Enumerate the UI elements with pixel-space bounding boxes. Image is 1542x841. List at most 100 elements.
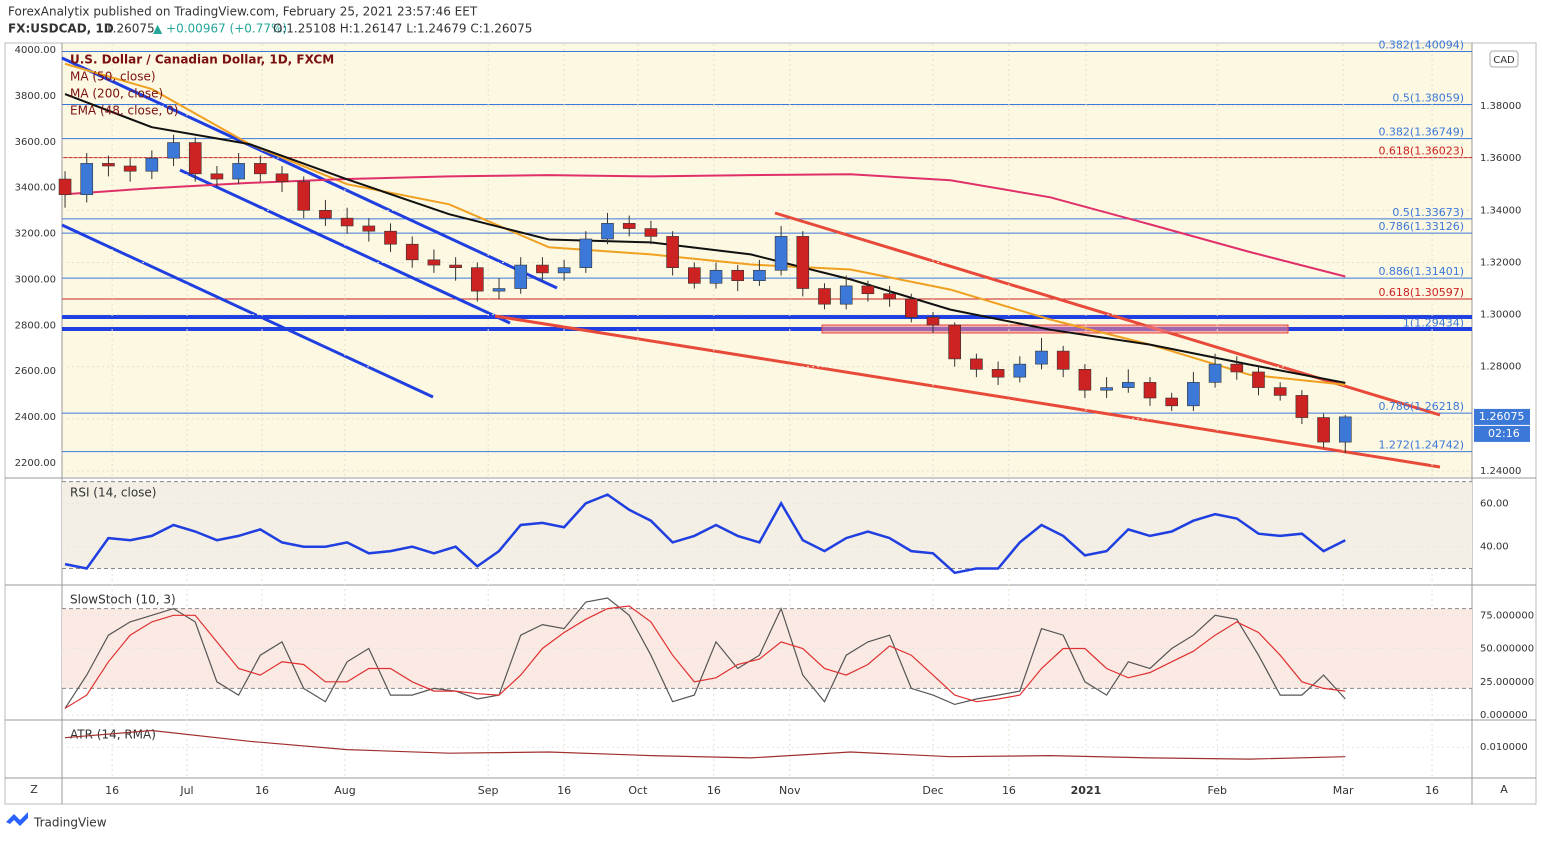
candle-body xyxy=(948,324,961,360)
y-tick-label: 1.24000 xyxy=(1480,466,1521,477)
x-tick-label: Jul xyxy=(179,784,193,797)
legend-entry: MA (50, close) xyxy=(70,70,156,84)
panel-title: ATR (14, RMA) xyxy=(70,728,156,742)
candle-body xyxy=(449,264,462,268)
candle-body xyxy=(362,225,376,232)
candle-body xyxy=(1338,416,1352,443)
candle-body xyxy=(991,369,1005,378)
fib-label: 0.786(1.33126) xyxy=(1378,220,1464,233)
x-tick-label: 16 xyxy=(1002,784,1016,797)
candle-body xyxy=(427,259,441,266)
candle-body xyxy=(254,163,267,175)
candle-body xyxy=(688,267,701,284)
candle-body xyxy=(210,173,224,180)
candle-body xyxy=(1208,363,1222,383)
candle-body xyxy=(774,236,788,271)
candle-body xyxy=(471,267,484,292)
candle-body xyxy=(492,288,506,292)
candle-body xyxy=(167,142,180,159)
brand: TradingView xyxy=(33,816,107,830)
ohlc: O:1.25108 H:1.26147 L:1.24679 C:1.26075 xyxy=(273,22,532,36)
candle-body xyxy=(1187,382,1200,407)
candle-body xyxy=(1035,350,1048,365)
candle-body xyxy=(904,298,918,318)
candle-body xyxy=(188,142,202,175)
currency-box xyxy=(1489,50,1519,68)
candle-body xyxy=(1100,387,1113,391)
candle-body xyxy=(557,267,571,274)
legend-entry: EMA (48, close, 0) xyxy=(70,104,178,118)
candle-body xyxy=(123,165,137,172)
y-tick-label: 0.010000 xyxy=(1480,742,1528,753)
fib-label: 0.618(1.36023) xyxy=(1378,145,1464,158)
candle-body xyxy=(622,223,636,229)
candle-body xyxy=(731,269,745,282)
fib-label: 0.618(1.30597) xyxy=(1378,286,1464,299)
auto-button[interactable]: A xyxy=(1500,783,1508,796)
x-tick-label: 2021 xyxy=(1071,784,1102,797)
candle-body xyxy=(1295,395,1309,418)
stoch-k xyxy=(64,597,1346,709)
candle-body xyxy=(839,285,853,305)
panel-separators xyxy=(5,43,1536,804)
y2-tick-label: 3200.00 xyxy=(15,229,56,240)
change: ▲ +0.00967 (+0.77%) xyxy=(153,22,287,36)
band xyxy=(62,481,1472,569)
candle-body xyxy=(514,264,528,289)
currency: CAD xyxy=(1493,55,1515,66)
legend-entry: MA (200, close) xyxy=(70,87,163,101)
y2-tick-label: 3800.00 xyxy=(15,91,56,102)
y-tick-label: 25.000000 xyxy=(1480,677,1534,688)
y-tick-label: 1.30000 xyxy=(1480,310,1521,321)
ma-line xyxy=(64,173,1346,278)
zoom-button[interactable]: Z xyxy=(30,783,38,796)
atr-bg xyxy=(62,721,1472,777)
y-tick-label: 0.000000 xyxy=(1480,710,1528,721)
y2-tick-label: 2800.00 xyxy=(15,320,56,331)
candle-body xyxy=(1143,382,1157,399)
publisher: ForexAnalytix published on TradingView.c… xyxy=(8,5,478,19)
fib-label: 1.272(1.24742) xyxy=(1378,439,1464,452)
fib-label: 0.5(1.33673) xyxy=(1392,206,1464,219)
x-tick-label: 16 xyxy=(105,784,119,797)
candle-body xyxy=(753,269,766,282)
candle-body xyxy=(926,316,940,326)
candle-body xyxy=(145,157,159,172)
candle-body xyxy=(80,163,94,195)
ma-line xyxy=(64,93,1346,384)
last-price: 1.26075 xyxy=(105,22,155,36)
y-tick-label: 1.36000 xyxy=(1480,153,1521,164)
stoch-d xyxy=(64,605,1346,709)
countdown-box xyxy=(1474,425,1530,442)
y2-tick-label: 4000.00 xyxy=(15,45,56,56)
x-tick-label: Oct xyxy=(628,784,648,797)
candle-body xyxy=(1165,397,1178,407)
candle-body xyxy=(1078,369,1092,391)
x-tick-label: Dec xyxy=(922,784,943,797)
candle-body xyxy=(319,210,332,219)
candle-body xyxy=(579,238,593,268)
y-tick-label: 75.000000 xyxy=(1480,610,1534,621)
candle-body xyxy=(232,163,245,180)
fib-label: 0.5(1.38059) xyxy=(1392,92,1464,105)
candle-body xyxy=(405,243,419,261)
candle-body xyxy=(1056,350,1070,370)
candle-body xyxy=(1013,363,1027,378)
price-title: U.S. Dollar / Canadian Dollar, 1D, FXCM xyxy=(70,53,334,67)
candle-body xyxy=(1317,417,1330,443)
atr-line xyxy=(64,729,1346,760)
y-tick-label: 1.28000 xyxy=(1480,362,1521,373)
trendlines xyxy=(61,56,1472,469)
candle-body xyxy=(384,230,397,245)
x-tick-label: Sep xyxy=(478,784,499,797)
candle-body xyxy=(275,173,289,182)
symbol: FX:USDCAD, 1D xyxy=(8,22,114,36)
y2-tick-label: 3600.00 xyxy=(15,137,56,148)
candle-body xyxy=(102,163,115,167)
x-tick-label: 16 xyxy=(255,784,269,797)
y-tick-label: 60.00 xyxy=(1480,498,1509,509)
y-tick-label: 1.32000 xyxy=(1480,257,1521,268)
y-tick-label: 50.000000 xyxy=(1480,644,1534,655)
rsi-line xyxy=(64,493,1346,575)
